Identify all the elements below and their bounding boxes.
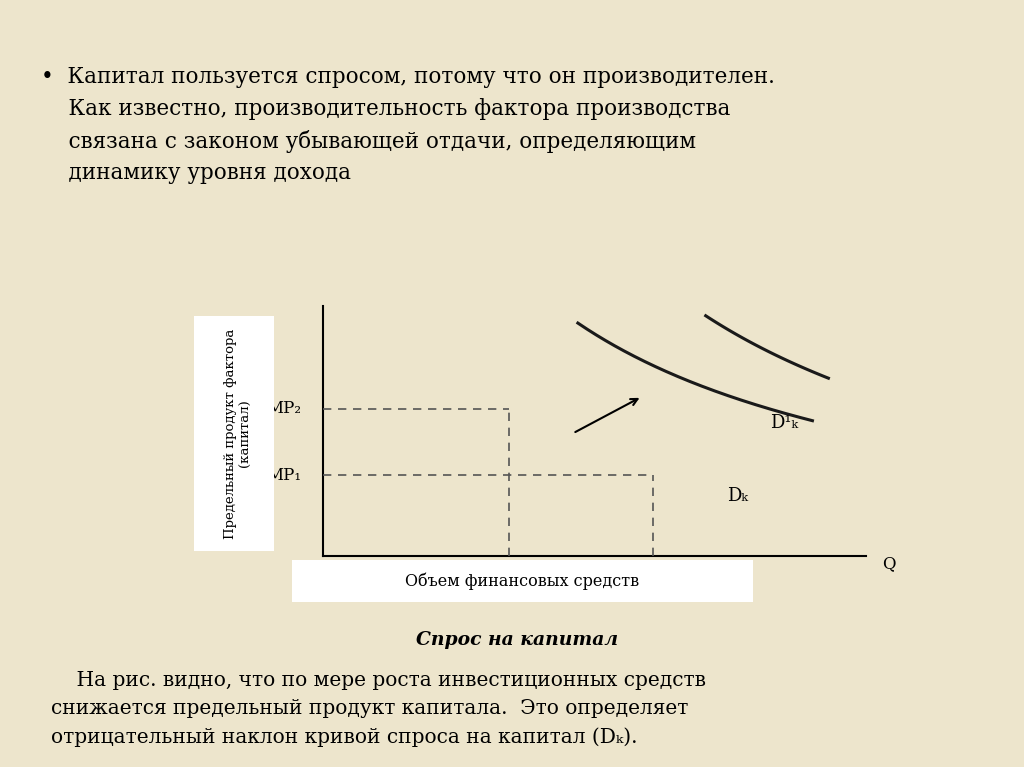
Text: На рис. видно, что по мере роста инвестиционных средств
снижается предельный про: На рис. видно, что по мере роста инвести… (51, 671, 707, 747)
Text: MP₁: MP₁ (266, 466, 301, 483)
Text: •  Капитал пользуется спросом, потому что он производителен.
    Как известно, п: • Капитал пользуется спросом, потому что… (41, 67, 775, 184)
FancyBboxPatch shape (195, 315, 274, 551)
Text: D¹ₖ: D¹ₖ (770, 414, 798, 433)
FancyBboxPatch shape (292, 560, 753, 602)
Text: MP₂: MP₂ (266, 400, 301, 417)
Text: Q: Q (882, 555, 895, 572)
Text: Объем финансовых средств: Объем финансовых средств (406, 572, 639, 590)
Text: Dₖ: Dₖ (727, 487, 749, 505)
Text: Q₂: Q₂ (643, 573, 663, 591)
Text: Q₁: Q₁ (499, 573, 519, 591)
Text: Предельный продукт фактора
(капитал): Предельный продукт фактора (капитал) (224, 328, 252, 538)
Text: Спрос на капитал: Спрос на капитал (416, 630, 618, 649)
